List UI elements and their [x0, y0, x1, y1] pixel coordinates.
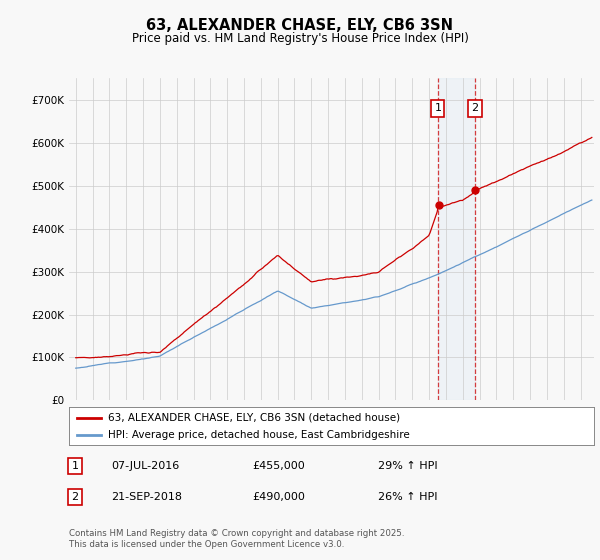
Text: 29% ↑ HPI: 29% ↑ HPI	[378, 461, 437, 471]
Text: 63, ALEXANDER CHASE, ELY, CB6 3SN: 63, ALEXANDER CHASE, ELY, CB6 3SN	[146, 18, 454, 33]
Text: Price paid vs. HM Land Registry's House Price Index (HPI): Price paid vs. HM Land Registry's House …	[131, 32, 469, 45]
Text: 21-SEP-2018: 21-SEP-2018	[111, 492, 182, 502]
Text: 07-JUL-2016: 07-JUL-2016	[111, 461, 179, 471]
Text: £455,000: £455,000	[252, 461, 305, 471]
Text: £490,000: £490,000	[252, 492, 305, 502]
Text: 1: 1	[71, 461, 79, 471]
Text: Contains HM Land Registry data © Crown copyright and database right 2025.
This d: Contains HM Land Registry data © Crown c…	[69, 529, 404, 549]
Text: 63, ALEXANDER CHASE, ELY, CB6 3SN (detached house): 63, ALEXANDER CHASE, ELY, CB6 3SN (detac…	[109, 413, 401, 423]
Text: 2: 2	[472, 104, 478, 114]
Text: 26% ↑ HPI: 26% ↑ HPI	[378, 492, 437, 502]
Text: HPI: Average price, detached house, East Cambridgeshire: HPI: Average price, detached house, East…	[109, 430, 410, 440]
Bar	[438, 78, 475, 400]
Text: 1: 1	[434, 104, 442, 114]
Text: 2: 2	[71, 492, 79, 502]
